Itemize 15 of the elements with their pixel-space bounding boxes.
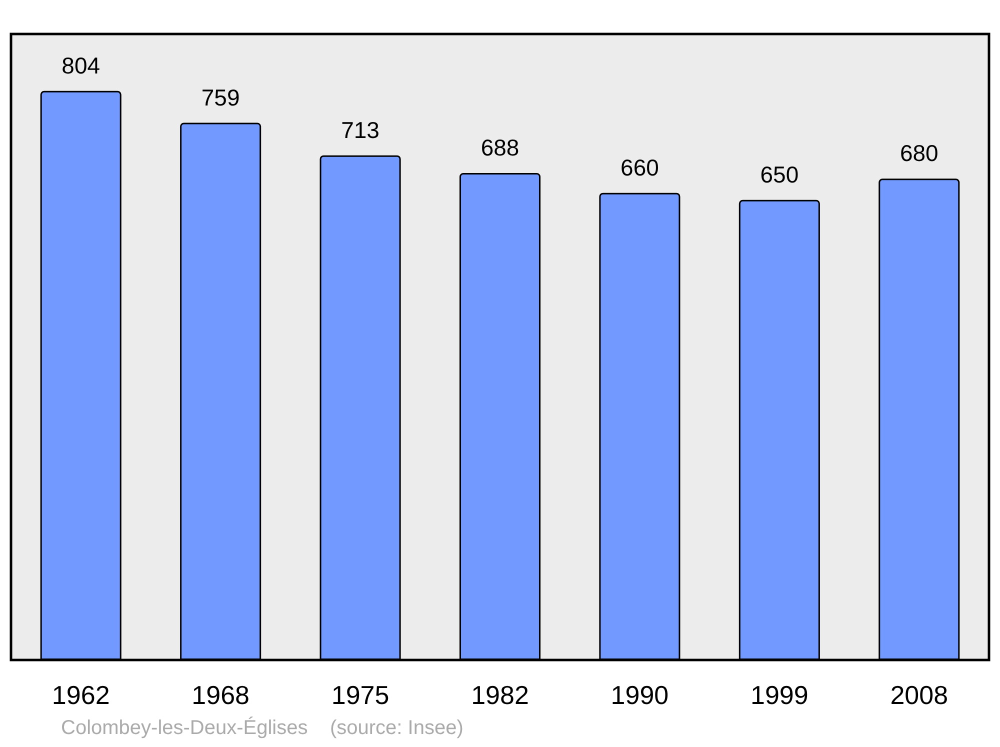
data-label: 713	[341, 116, 380, 143]
text: Colombey-les-Deux-Églises (source: Insee)	[61, 716, 464, 739]
data-label: 759	[201, 84, 240, 110]
x-tick-label: 1999	[750, 680, 808, 710]
data-label: 688	[480, 134, 520, 161]
x-tick-label: 1982	[471, 680, 529, 710]
x-tick-label: 1990	[610, 680, 669, 710]
x-tick-label: 1962	[52, 680, 110, 710]
x-tick-label: 1968	[192, 680, 250, 710]
x-tick-label: 1975	[331, 680, 390, 710]
data-label: 680	[900, 140, 938, 166]
data-label: 660	[620, 154, 659, 180]
data-label: 650	[760, 161, 799, 188]
data-label: 804	[62, 52, 100, 78]
x-tick-label: 2008	[890, 680, 948, 710]
